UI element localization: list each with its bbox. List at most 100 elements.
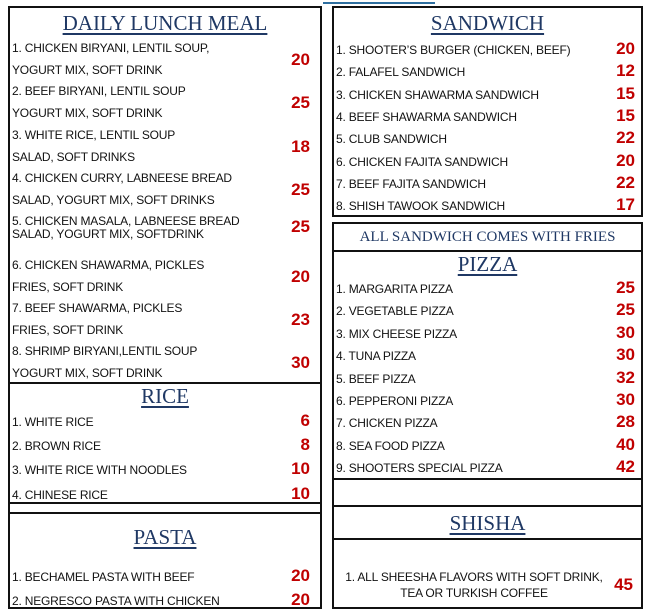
pizza-item: 1. MARGARITA PIZZA 25: [334, 278, 641, 301]
item-price: 20: [291, 566, 310, 585]
item-line2: SALAD, SOFT DRINKS: [12, 149, 135, 164]
pizza-item: 9. SHOOTERS SPECIAL PIZZA 42: [334, 457, 641, 480]
pizza-item: 7. CHICKEN PIZZA 28: [334, 412, 641, 435]
pizza-item: 5. BEEF PIZZA 32: [334, 368, 641, 391]
pizza-title: PIZZA: [457, 252, 518, 276]
item-line1: 5. CHICKEN MASALA, LABNEESE BREAD: [12, 214, 240, 229]
top-title-underline: [323, 2, 435, 4]
item-price: 20: [616, 150, 635, 170]
item-price: 18: [291, 136, 310, 156]
item-name: 2. BROWN RICE: [12, 439, 101, 454]
rice-title: RICE: [141, 384, 189, 408]
pasta-section: PASTA 1. BECHAMEL PASTA WITH BEEF 20 2. NE…: [8, 512, 322, 609]
item-price: 6: [300, 411, 310, 430]
item-name: 3. CHICKEN SHAWARMA SANDWICH: [336, 87, 539, 102]
rice-item: 1. WHITE RICE 6: [10, 411, 320, 436]
item-name: 4. CHINESE RICE: [12, 487, 108, 502]
sandwich-item: 2. FALAFEL SANDWICH 12: [334, 61, 641, 84]
lunch-item: 8. SHRIMP BIRYANI,LENTIL SOUP YOGURT MIX,…: [10, 344, 320, 387]
item-name: 1. SHOOTER’S BURGER (CHICKEN, BEEF): [336, 43, 571, 57]
item-name: 3. WHITE RICE WITH NOODLES: [12, 463, 187, 478]
item-name: 6. PEPPERONI PIZZA: [336, 394, 454, 408]
item-line1: 8. SHRIMP BIRYANI,LENTIL SOUP: [12, 344, 198, 359]
lunch-item: 5. CHICKEN MASALA, LABNEESE BREAD SALAD, …: [10, 214, 320, 257]
item-name: 3. MIX CHEESE PIZZA: [336, 326, 457, 341]
shisha-header-box: SHISHA: [332, 505, 643, 540]
pizza-item: 8. SEA FOOD PIZZA 40: [334, 434, 641, 458]
rice-item: 2. BROWN RICE 8: [10, 435, 320, 460]
sandwich-item: 5. CLUB SANDWICH 22: [334, 128, 641, 151]
item-name: 8. SEA FOOD PIZZA: [336, 438, 445, 453]
item-price: 20: [616, 39, 635, 58]
item-price: 12: [616, 61, 635, 81]
item-price: 23: [291, 309, 310, 329]
sandwich-title: SANDWICH: [430, 11, 545, 35]
item-name: 5. CLUB SANDWICH: [336, 132, 447, 147]
item-price: 15: [616, 105, 635, 125]
sandwich-note-box: ALL SANDWICH COMES WITH FRIES: [332, 222, 643, 252]
item-price: 30: [616, 390, 635, 409]
sandwich-section: SANDWICH 1. SHOOTER’S BURGER (CHICKEN, B…: [332, 6, 643, 217]
pizza-item: 6. PEPPERONI PIZZA 30: [334, 390, 641, 413]
item-price: 30: [616, 322, 635, 342]
pizza-item: 3. MIX CHEESE PIZZA 30: [334, 322, 641, 346]
item-name: 1. WHITE RICE: [12, 415, 94, 429]
item-price: 8: [300, 435, 310, 455]
rice-section: RICE 1. WHITE RICE 6 2. BROWN RICE 8 3. WHIT…: [8, 382, 322, 504]
item-name: 4. BEEF SHAWARMA SANDWICH: [336, 109, 517, 124]
item-price: 22: [616, 172, 635, 192]
rice-item: 3. WHITE RICE WITH NOODLES 10: [10, 459, 320, 484]
item-name: 6. CHICKEN FAJITA SANDWICH: [336, 154, 508, 169]
item-name: 7. CHICKEN PIZZA: [336, 416, 438, 431]
shisha-item-line2: TEA OR TURKISH COFFEE: [400, 586, 548, 600]
item-price: 20: [291, 589, 310, 609]
item-line2: SALAD, YOGURT MIX, SOFT DRINKS: [12, 192, 215, 207]
item-line1: 4. CHICKEN CURRY, LABNEESE BREAD: [12, 170, 232, 185]
sandwich-item: 8. SHISH TAWOOK SANDWICH 17: [334, 195, 641, 218]
pizza-section: PIZZA 1. MARGARITA PIZZA 25 2. VEGETABLE P…: [332, 250, 643, 480]
lunch-title: DAILY LUNCH MEAL: [62, 11, 268, 35]
item-price: 25: [291, 179, 310, 199]
item-price: 30: [291, 353, 310, 373]
item-price: 10: [291, 483, 310, 503]
pizza-item: 2. VEGETABLE PIZZA 25: [334, 300, 641, 323]
item-price: 25: [616, 300, 635, 320]
item-line1: 7. BEEF SHAWARMA, PICKLES: [12, 300, 183, 315]
item-name: 2. FALAFEL SANDWICH: [336, 65, 466, 80]
item-name: 9. SHOOTERS SPECIAL PIZZA: [336, 461, 503, 476]
item-price: 40: [616, 434, 635, 454]
lunch-section: DAILY LUNCH MEAL 1. CHICKEN BIRYANI, LEN…: [8, 6, 322, 384]
item-price: 17: [616, 195, 635, 215]
lunch-item: 1. CHICKEN BIRYANI, LENTIL SOUP, YOGURT M…: [10, 41, 320, 84]
sandwich-item: 1. SHOOTER’S BURGER (CHICKEN, BEEF) 20: [334, 39, 641, 62]
item-price: 22: [616, 128, 635, 148]
sandwich-item: 6. CHICKEN FAJITA SANDWICH 20: [334, 150, 641, 174]
item-name: 4. TUNA PIZZA: [336, 349, 416, 364]
item-name: 1. BECHAMEL PASTA WITH BEEF: [12, 570, 195, 584]
lunch-item: 2. BEEF BIRYANI, LENTIL SOUP YOGURT MIX, …: [10, 84, 320, 127]
item-price: 28: [616, 412, 635, 432]
shisha-item-price: 45: [614, 575, 633, 594]
lunch-item: 6. CHICKEN SHAWARMA, PICKLES FRIES, SOFT …: [10, 258, 320, 301]
item-name: 8. SHISH TAWOOK SANDWICH: [336, 199, 505, 214]
item-price: 20: [291, 266, 310, 286]
item-line1: 2. BEEF BIRYANI, LENTIL SOUP: [12, 84, 186, 99]
item-line1: 6. CHICKEN SHAWARMA, PICKLES: [12, 257, 205, 272]
lunch-item: 3. WHITE RICE, LENTIL SOUP SALAD, SOFT DR…: [10, 128, 320, 171]
item-line2: SALAD, YOGURT MIX, SOFTDRINK: [12, 227, 204, 242]
item-line1: 3. WHITE RICE, LENTIL SOUP: [12, 127, 176, 142]
item-name: 2. VEGETABLE PIZZA: [336, 304, 454, 319]
item-line2: YOGURT MIX, SOFT DRINK: [12, 106, 163, 121]
item-name: 2. NEGRESCO PASTA WITH CHICKEN: [12, 593, 220, 608]
pasta-item: 1. BECHAMEL PASTA WITH BEEF 20: [10, 566, 320, 591]
rice-item: 4. CHINESE RICE 10: [10, 483, 320, 509]
right-spacer: [332, 478, 643, 507]
pasta-title: PASTA: [133, 525, 197, 549]
item-name: 5. BEEF PIZZA: [336, 371, 416, 386]
item-price: 25: [616, 278, 635, 297]
item-price: 30: [616, 345, 635, 365]
item-line1: 1. CHICKEN BIRYANI, LENTIL SOUP,: [12, 41, 210, 55]
lunch-item: 7. BEEF SHAWARMA, PICKLES FRIES, SOFT DRI…: [10, 301, 320, 344]
lunch-item: 4. CHICKEN CURRY, LABNEESE BREAD SALAD, Y…: [10, 171, 320, 214]
